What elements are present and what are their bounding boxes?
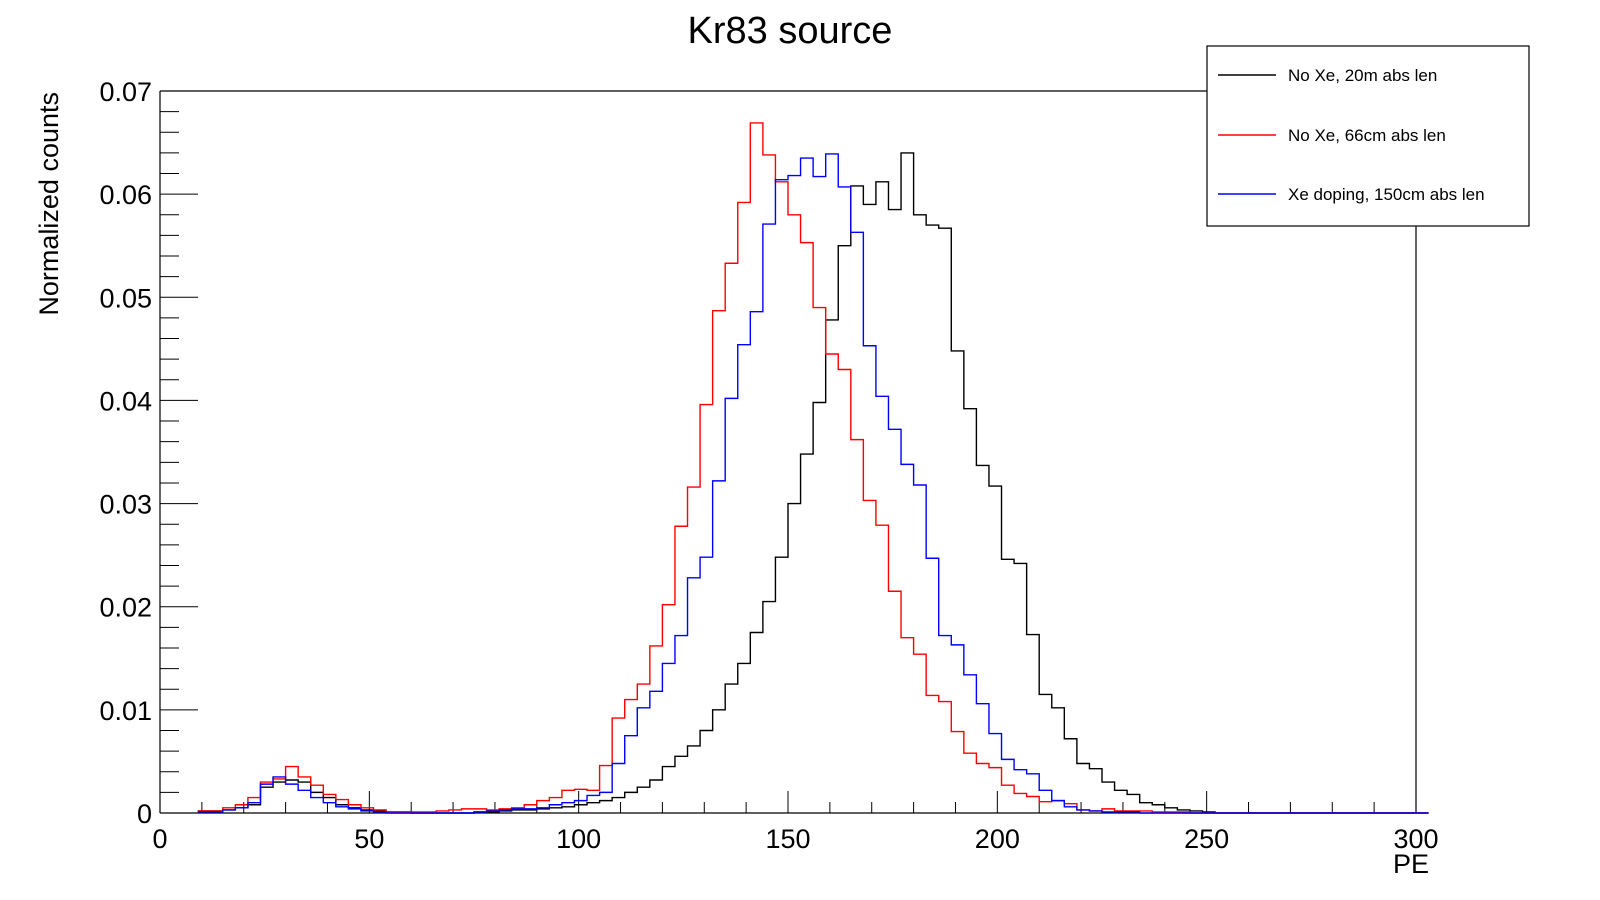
histogram-line-series-3	[197, 153, 1429, 814]
legend-entry-1: No Xe, 20m abs len	[1218, 66, 1437, 85]
legend-label: Xe doping, 150cm abs len	[1288, 185, 1485, 204]
x-tick-label: 0	[152, 824, 167, 854]
legend-label: No Xe, 20m abs len	[1288, 66, 1437, 85]
x-axis-tick-labels: 0 50 100 150 200 250 300	[152, 824, 1438, 854]
histogram-line-series-2	[197, 122, 1429, 814]
x-tick-label: 50	[354, 824, 384, 854]
x-tick-label: 250	[1184, 824, 1229, 854]
legend-entry-3: Xe doping, 150cm abs len	[1218, 185, 1485, 204]
y-tick-label: 0.02	[99, 593, 152, 623]
y-tick-label: 0.03	[99, 490, 152, 520]
x-tick-label: 100	[556, 824, 601, 854]
y-tick-label: 0.01	[99, 696, 152, 726]
legend-label: No Xe, 66cm abs len	[1288, 126, 1446, 145]
x-tick-label: 200	[975, 824, 1020, 854]
legend-box	[1206, 45, 1530, 227]
y-axis-ticks	[160, 90, 198, 814]
legend-entry-2: No Xe, 66cm abs len	[1218, 126, 1446, 145]
y-axis-tick-labels: 0 0.01 0.02 0.03 0.04 0.05 0.06 0.07	[99, 77, 152, 829]
y-tick-label: 0	[137, 799, 152, 829]
legend: No Xe, 20m abs len No Xe, 66cm abs len Xe …	[1206, 45, 1530, 227]
x-tick-label: 300	[1393, 824, 1438, 854]
y-tick-label: 0.06	[99, 180, 152, 210]
x-axis-label: PE	[1393, 849, 1429, 879]
y-tick-label: 0.04	[99, 386, 152, 416]
y-tick-label: 0.05	[99, 283, 152, 313]
y-axis-label: Normalized counts	[34, 92, 64, 316]
y-tick-label: 0.07	[99, 77, 152, 107]
chart-title: Kr83 source	[688, 10, 893, 52]
histogram-series	[197, 122, 1429, 814]
x-tick-label: 150	[765, 824, 810, 854]
